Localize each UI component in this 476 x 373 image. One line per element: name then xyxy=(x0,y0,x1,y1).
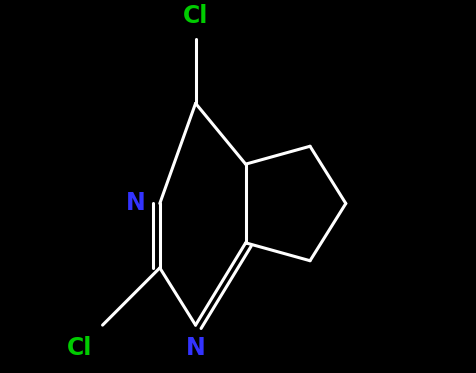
Text: N: N xyxy=(185,336,205,360)
Text: Cl: Cl xyxy=(66,336,92,360)
Text: Cl: Cl xyxy=(182,4,208,28)
Text: N: N xyxy=(126,191,145,216)
